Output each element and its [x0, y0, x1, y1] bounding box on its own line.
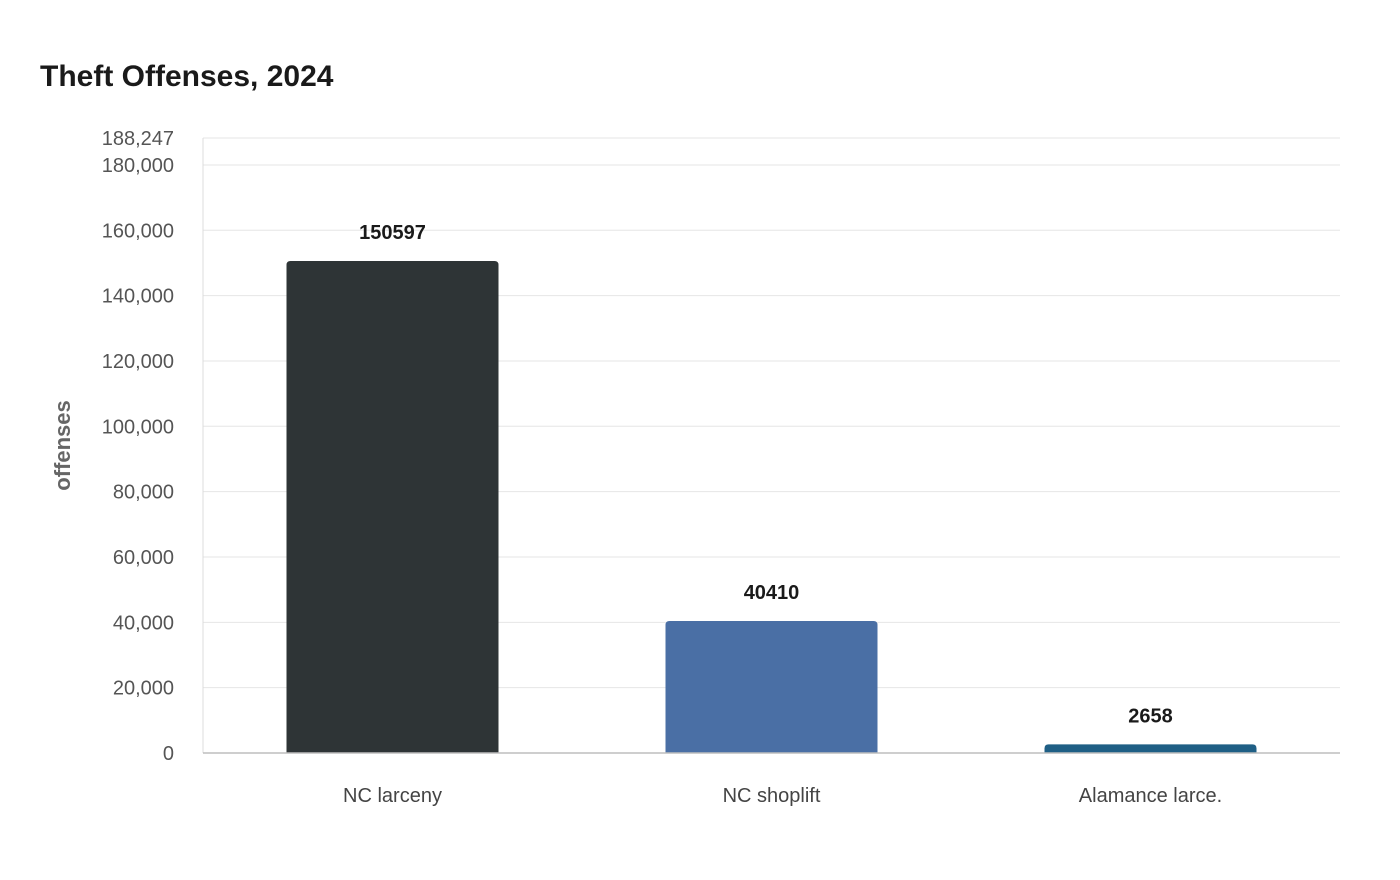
- y-tick-label: 40,000: [113, 612, 174, 634]
- value-label: 40410: [744, 582, 800, 604]
- y-tick-label: 20,000: [113, 678, 174, 700]
- value-label: 2658: [1128, 705, 1173, 727]
- x-tick-label: NC larceny: [343, 785, 442, 807]
- y-tick-label: 60,000: [113, 547, 174, 569]
- y-tick-label: 140,000: [102, 286, 174, 308]
- value-label: 150597: [359, 222, 426, 244]
- y-axis-ticks: 0 20,000 40,000 60,000 80,000 100,000 120,000 1…: [102, 128, 174, 765]
- value-labels: 150597 40410 2658: [359, 222, 1173, 727]
- x-tick-label: NC shoplift: [723, 785, 821, 807]
- y-tick-label: 188,247: [102, 128, 174, 150]
- y-tick-label: 100,000: [102, 416, 174, 438]
- chart-title: Theft Offenses, 2024: [40, 60, 334, 93]
- y-tick-label: 160,000: [102, 220, 174, 242]
- y-axis-label: offenses: [50, 400, 75, 490]
- y-tick-label: 0: [163, 743, 174, 765]
- bar: [286, 261, 499, 753]
- bar: [665, 620, 878, 753]
- y-tick-label: 180,000: [102, 155, 174, 177]
- y-tick-label: 120,000: [102, 351, 174, 373]
- bars: [286, 261, 1257, 753]
- x-tick-label: Alamance larce.: [1079, 785, 1222, 807]
- y-tick-label: 80,000: [113, 482, 174, 504]
- x-axis-ticks: NC larceny NC shoplift Alamance larce.: [343, 785, 1222, 807]
- bar: [1044, 744, 1257, 753]
